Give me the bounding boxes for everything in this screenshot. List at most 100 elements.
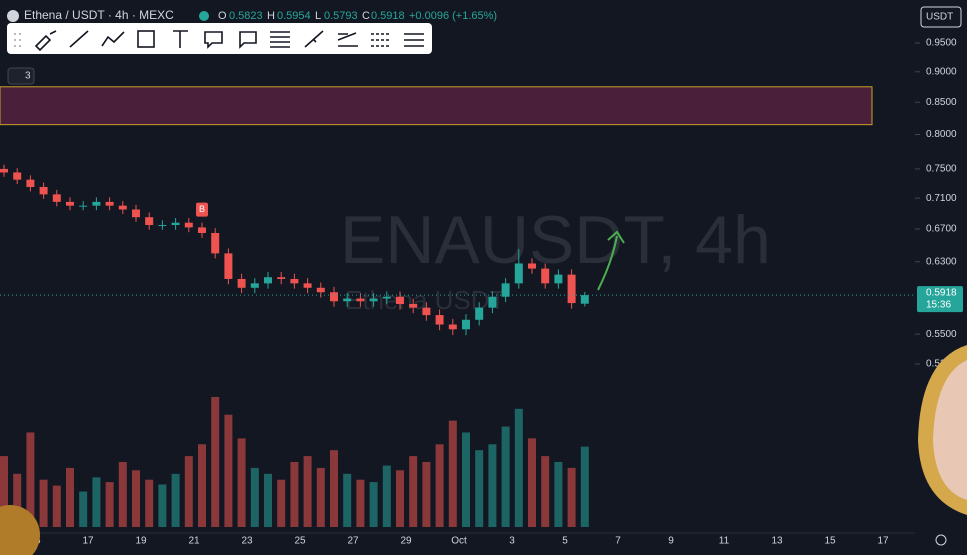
- candle-body: [475, 307, 484, 320]
- volume-bar: [462, 432, 470, 527]
- tool-measure[interactable]: [304, 30, 324, 48]
- toolbar-handle[interactable]: [14, 33, 21, 47]
- volume-bar: [303, 456, 312, 527]
- volume-bar: [66, 467, 74, 527]
- toolbar-bg: [7, 23, 432, 54]
- candle-body: [158, 225, 167, 227]
- candle-body: [237, 278, 246, 288]
- volume-bar: [79, 491, 88, 527]
- candle-body: [409, 304, 418, 308]
- volume-bar: [580, 446, 589, 527]
- candle-body: [13, 172, 22, 180]
- x-tick-label: 5: [562, 536, 568, 547]
- volume-bar: [422, 462, 431, 527]
- volume-bar: [330, 450, 338, 527]
- candle-body: [184, 222, 193, 228]
- volume-bar: [105, 482, 114, 527]
- x-tick-label: 7: [615, 536, 621, 547]
- volume-bar: [514, 408, 523, 527]
- volume-bar: [554, 462, 563, 527]
- tool-rect[interactable]: [137, 30, 155, 48]
- volume-bar: [290, 462, 299, 527]
- volume-bar: [26, 432, 35, 527]
- l-value: 0.5793: [324, 10, 358, 22]
- y-tick-label: 0.7500: [926, 164, 957, 175]
- symbol-logo: [7, 10, 19, 22]
- volume-bar: [475, 450, 484, 527]
- candle-body: [79, 205, 88, 207]
- supply-zone: [0, 86, 873, 126]
- candle-body: [396, 296, 404, 305]
- volume-bar: [184, 456, 193, 527]
- x-tick-label: 9: [668, 536, 674, 547]
- tool-text[interactable]: [173, 30, 188, 48]
- volume-bar: [356, 479, 365, 527]
- volume-bar: [171, 473, 180, 527]
- watermark: ENAUSDT, 4h: [340, 202, 771, 278]
- x-tick-label: 19: [135, 536, 147, 547]
- candle-body: [39, 186, 48, 195]
- settings-icon[interactable]: [935, 534, 947, 546]
- tool-brush[interactable]: [34, 30, 57, 52]
- h-value: 0.5954: [277, 10, 311, 22]
- tool-note[interactable]: [239, 31, 257, 49]
- candle-body: [488, 296, 497, 308]
- candle-body: [0, 168, 8, 173]
- indicator-count: 3: [25, 71, 31, 82]
- volume-bar: [448, 420, 457, 527]
- volume-bar: [132, 470, 140, 527]
- x-tick-label: 25: [294, 536, 306, 547]
- volume-bar: [198, 444, 206, 527]
- tool-settings[interactable]: [404, 33, 424, 47]
- candle-body: [541, 268, 550, 284]
- candle-body: [501, 283, 510, 297]
- candle-body: [198, 227, 206, 233]
- candle-body: [250, 283, 259, 288]
- drawing-toolbar: [7, 23, 432, 54]
- h-label: H: [267, 10, 275, 22]
- volume-bar: [369, 482, 378, 527]
- candle-body: [382, 296, 391, 299]
- tool-callout[interactable]: [204, 31, 223, 49]
- streamer-video: [933, 360, 967, 500]
- volume-bar: [435, 444, 444, 527]
- tool-line[interactable]: [69, 30, 89, 48]
- x-tick-label: Oct: [451, 536, 467, 547]
- tool-range[interactable]: [371, 33, 391, 47]
- volume-bar: [541, 456, 550, 527]
- y-tick-label: 0.520: [926, 359, 951, 370]
- tool-path[interactable]: [101, 31, 125, 47]
- candle-body: [132, 209, 140, 218]
- volume-bar: [316, 467, 325, 527]
- tool-fan[interactable]: [337, 32, 358, 47]
- x-tick-label: 29: [400, 536, 412, 547]
- candle-body: [528, 263, 536, 269]
- x-tick-label: 11: [719, 536, 730, 547]
- candle-body: [105, 201, 114, 206]
- volume-bar: [39, 479, 48, 527]
- volume-bar: [567, 467, 576, 527]
- candle-body: [66, 201, 74, 206]
- volume-bar: [409, 456, 418, 527]
- currency-button[interactable]: [920, 6, 962, 28]
- change: +0.0096 (+1.65%): [409, 10, 497, 22]
- tool-fib[interactable]: [270, 31, 290, 48]
- candle-body: [369, 298, 378, 302]
- y-tick-label: 0.6300: [926, 256, 957, 267]
- y-tick-label: 0.8500: [926, 97, 957, 108]
- candle-body: [52, 194, 61, 202]
- candle-body: [92, 201, 101, 206]
- volume-bar: [501, 426, 510, 527]
- indicator-toggle[interactable]: [7, 67, 35, 85]
- volume-bar: [237, 438, 246, 527]
- volume-bar: [158, 484, 167, 527]
- candle-body: [211, 232, 220, 254]
- c-value: 0.5918: [371, 10, 405, 22]
- price-tag: 0.5918: [926, 288, 957, 299]
- plot: 0.9500 0.9000 0.8500 0.8000 0.7500 0.7100 0.67…: [0, 38, 957, 547]
- symbol[interactable]: Ethena / USDT · 4h · MEXC: [24, 8, 174, 22]
- candle-body: [316, 287, 325, 293]
- volume-bar: [343, 473, 352, 527]
- candle-body: [290, 278, 299, 284]
